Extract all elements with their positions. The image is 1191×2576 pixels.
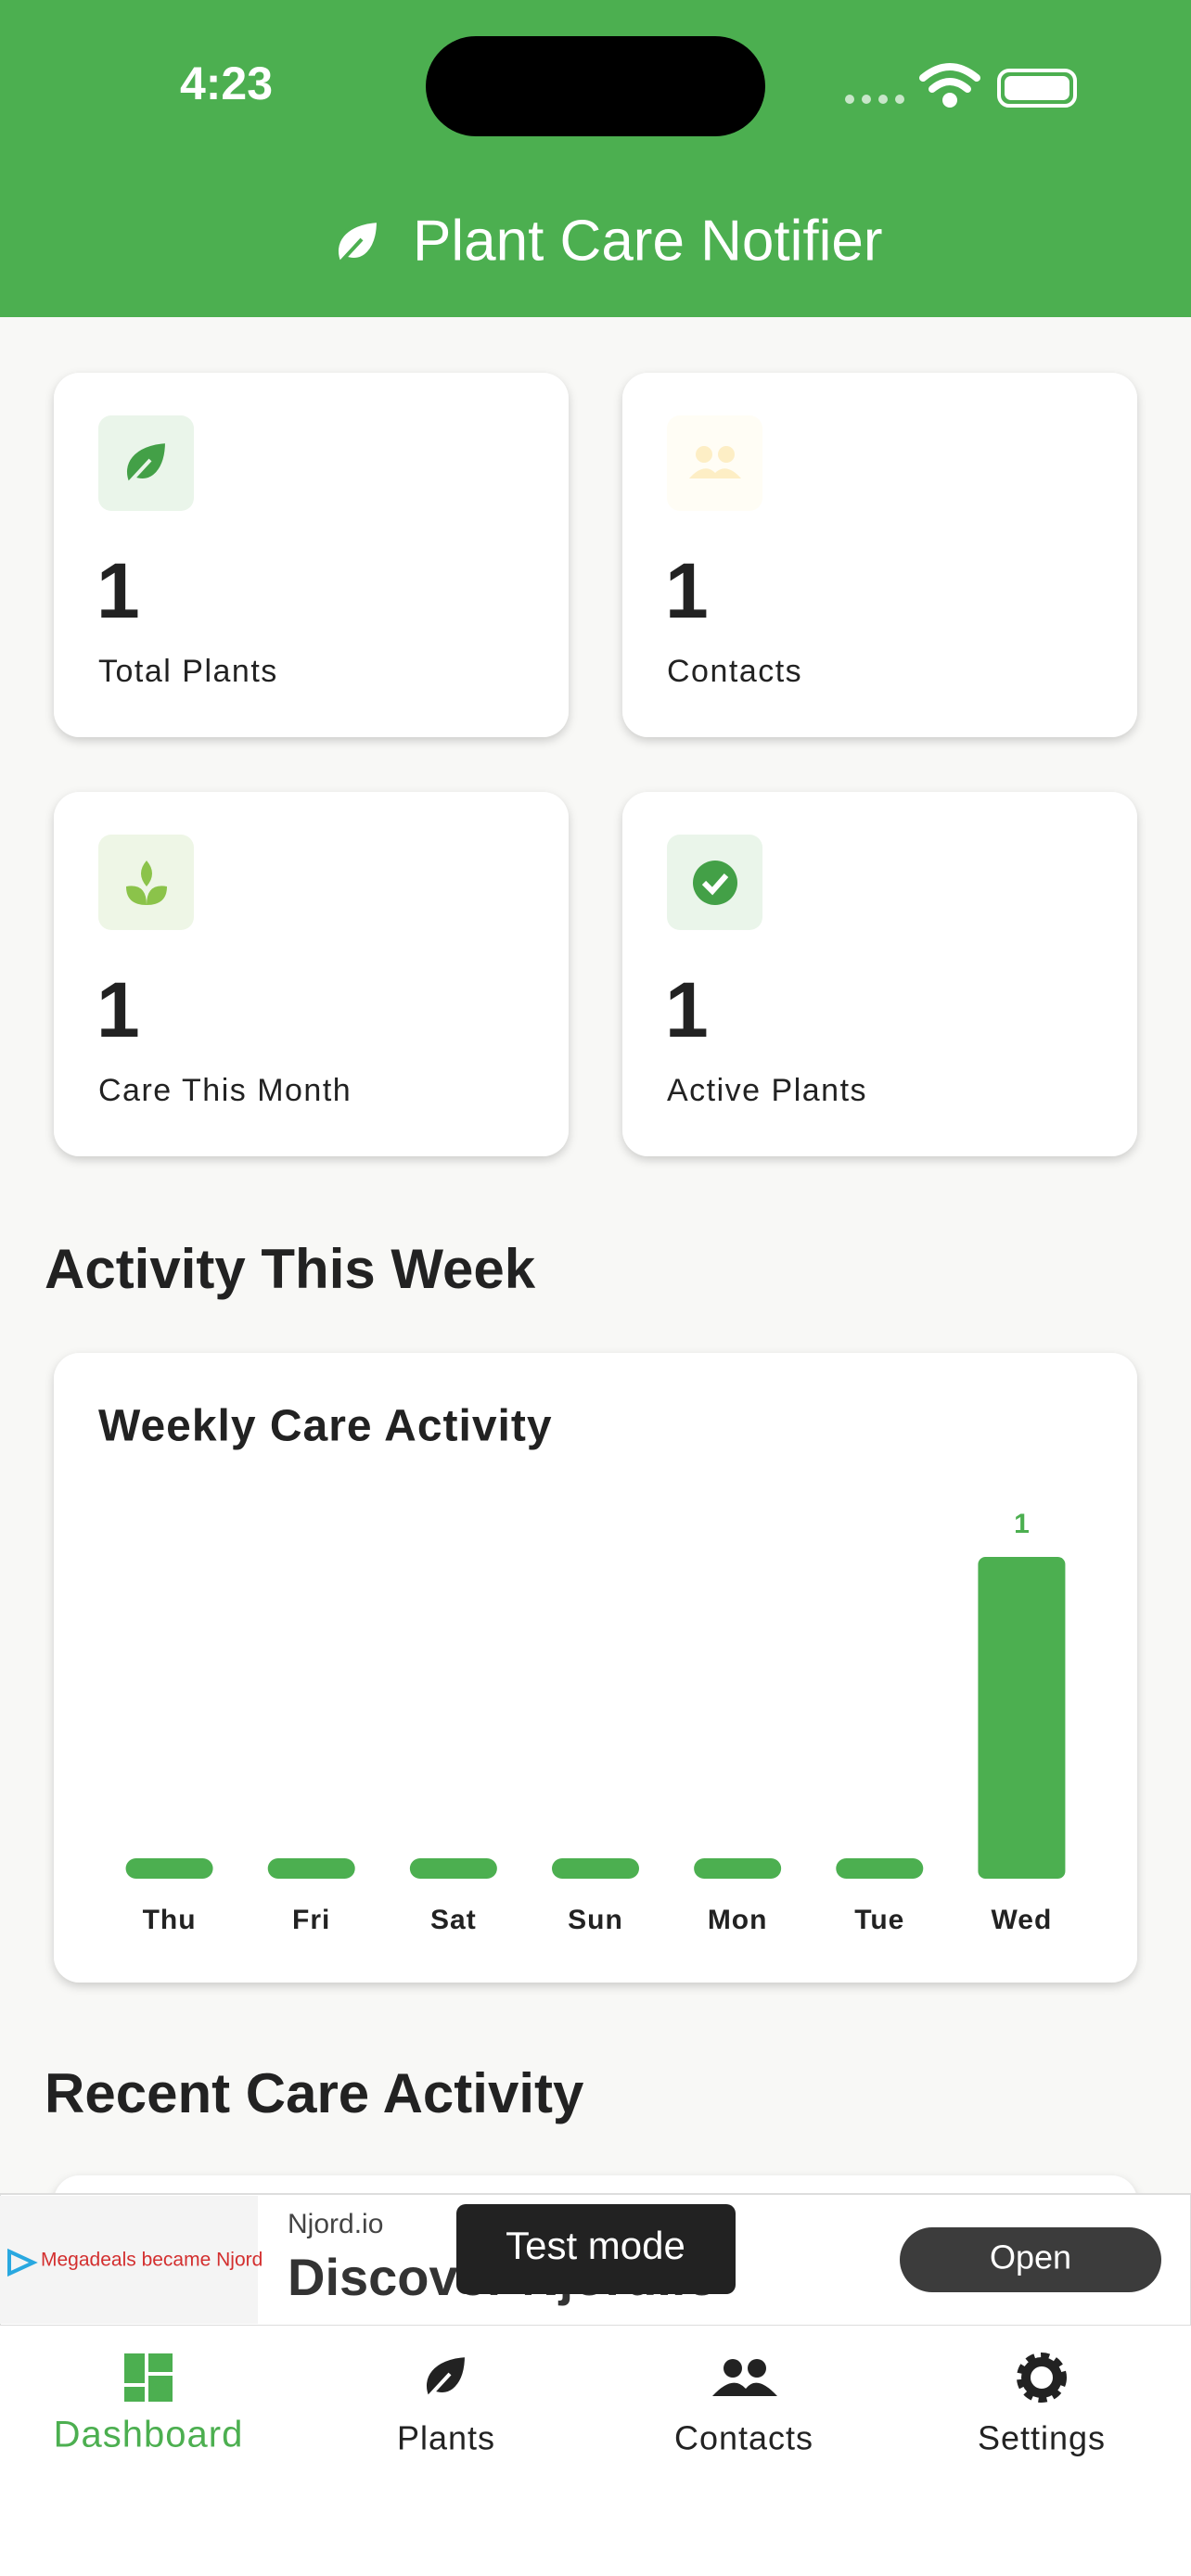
nav-icon [148,2376,173,2402]
nav-icon [1021,2357,1062,2398]
stat-value: 1 [96,547,140,634]
stat-icon [667,835,762,930]
x-tick-label: Sun [568,1905,623,1935]
ad-choices [7,2248,38,2277]
signal [845,95,904,104]
wifi [919,63,980,108]
x-tick-label: Tue [854,1905,904,1935]
nav-icon [724,2359,742,2378]
x-tick-label: Wed [992,1905,1053,1935]
bar [409,1858,497,1879]
stat-value: 1 [665,547,709,634]
check-icon [701,874,729,896]
ad-button-text[interactable]: Open [990,2238,1071,2276]
ad-image-text: Megadeals became Njord [41,2250,263,2271]
nav-item[interactable] [1017,2353,1067,2403]
nav-label[interactable]: Dashboard [54,2415,244,2455]
bar [694,1858,782,1879]
stat-label: Active Plants [667,1073,867,1108]
people-icon [689,468,741,478]
status-time: 4:23 [180,57,273,109]
section-title: Recent Care Activity [45,2062,584,2124]
people-icon [718,446,735,463]
value-label: 1 [1014,1509,1030,1539]
bar [978,1557,1066,1879]
stat-label: Care This Month [98,1073,352,1108]
x-tick-label: Thu [143,1905,197,1935]
battery [997,69,1077,108]
bar [267,1858,355,1879]
x-tick-label: Sat [430,1905,477,1935]
icon-box [667,415,762,511]
ad-advertiser: Njord.io [288,2209,383,2239]
nav-icon [712,2382,777,2396]
nav-label[interactable]: Contacts [674,2419,813,2457]
stat-label: Contacts [667,654,802,689]
test-badge [456,2204,736,2294]
stat-icon [667,415,762,511]
nav-item[interactable] [712,2359,777,2396]
chart-card [54,1353,1137,1983]
test-badge-text: Test mode [506,2224,685,2267]
nav-icon [124,2387,145,2402]
nav-item[interactable] [124,2353,173,2402]
nav-label[interactable]: Settings [978,2419,1106,2457]
nav-bar [0,2326,1191,2576]
nav-icon [148,2353,173,2372]
stat-label: Total Plants [98,654,278,689]
x-tick-label: Mon [708,1905,768,1935]
header-title: Plant Care Notifier [413,209,883,273]
chart-title: Weekly Care Activity [98,1402,553,1451]
stat-icon [98,415,194,511]
ad-button[interactable] [900,2227,1161,2292]
nav-icon [124,2353,145,2383]
stat-icon [98,835,194,930]
x-tick-label: Fri [292,1905,330,1935]
stat-value: 1 [665,966,709,1053]
check-icon [693,861,737,905]
nav-label[interactable]: Plants [397,2419,495,2457]
bar [552,1858,639,1879]
dynamic-island [426,36,765,136]
bar [836,1858,924,1879]
ad-image [0,2196,258,2324]
sprout-icon [126,861,167,905]
people-icon [696,446,712,463]
bar [125,1858,213,1879]
nav-icon [748,2359,766,2378]
stat-value: 1 [96,966,140,1053]
battery-level [1005,76,1069,100]
section-title: Activity This Week [45,1238,536,1300]
